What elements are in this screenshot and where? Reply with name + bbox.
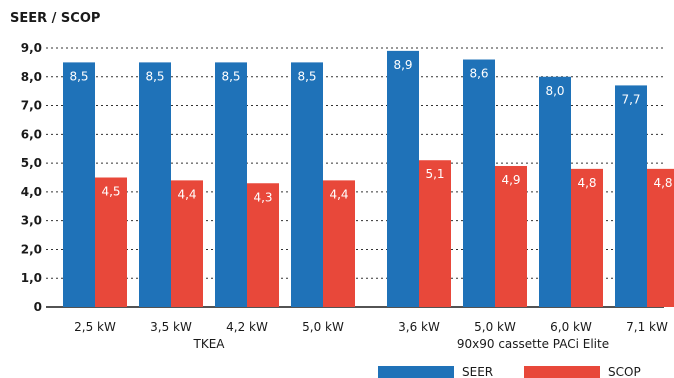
data-label: 4,4: [177, 187, 196, 201]
bar-scop: [571, 168, 603, 307]
x-tick-label: 3,5 kW: [150, 320, 192, 334]
x-tick-label: 5,0 kW: [474, 320, 516, 334]
data-label: 5,1: [425, 167, 444, 181]
y-axis-ticks: 0 1,0 2,0 3,0 4,0 5,0 6,0 7,0 8,0 9,0: [21, 41, 42, 314]
bar-seer: [63, 62, 95, 308]
x-tick-label: 3,6 kW: [398, 320, 440, 334]
legend-label-seer: SEER: [462, 365, 493, 378]
y-tick-label: 0: [34, 300, 42, 314]
bar-seer: [463, 59, 495, 308]
bar-scop: [95, 177, 127, 307]
x-axis-ticks: 2,5 kW 3,5 kW 4,2 kW 5,0 kW 3,6 kW 5,0 kW 6,0 …: [74, 320, 668, 334]
x-tick-label: 5,0 kW: [302, 320, 344, 334]
legend-swatch-scop: [524, 366, 600, 378]
bar-seer: [615, 85, 647, 308]
bar-scop: [171, 180, 203, 307]
bar-seer: [139, 62, 171, 308]
data-label: 8,5: [145, 69, 164, 83]
data-label: 8,5: [69, 69, 88, 83]
bar-seer: [387, 50, 419, 307]
y-tick-label: 7,0: [21, 99, 42, 113]
data-label: 4,4: [329, 187, 348, 201]
y-tick-label: 2,0: [21, 242, 42, 256]
y-tick-label: 4,0: [21, 185, 42, 199]
data-label: 8,9: [393, 58, 412, 72]
bar-scop: [419, 160, 451, 307]
bar-scop: [495, 165, 527, 307]
data-label: 8,5: [297, 69, 316, 83]
legend: SEER SCOP: [378, 365, 641, 378]
legend-swatch-seer: [378, 366, 454, 378]
bar-seer: [291, 62, 323, 308]
bar-seer: [215, 62, 247, 308]
bar-scop: [247, 183, 279, 307]
x-tick-label: 7,1 kW: [626, 320, 668, 334]
data-label: 8,6: [469, 67, 488, 81]
y-tick-label: 9,0: [21, 41, 42, 55]
bar-scop: [323, 180, 355, 307]
y-tick-label: 3,0: [21, 214, 42, 228]
data-label: 8,5: [221, 69, 240, 83]
data-label: 4,8: [577, 176, 596, 190]
legend-label-scop: SCOP: [608, 365, 641, 378]
y-tick-label: 1,0: [21, 271, 42, 285]
data-label: 4,5: [101, 185, 120, 199]
y-axis-title: SEER / SCOP: [10, 11, 100, 26]
x-tick-label: 2,5 kW: [74, 320, 116, 334]
group-label: TKEA: [193, 337, 226, 351]
y-tick-label: 6,0: [21, 127, 42, 141]
data-label: 8,0: [545, 84, 564, 98]
data-label: 4,8: [653, 176, 672, 190]
x-tick-label: 6,0 kW: [550, 320, 592, 334]
data-label: 4,3: [253, 190, 272, 204]
data-label: 4,9: [501, 173, 520, 187]
group-labels: TKEA 90x90 cassette PACi Elite: [193, 337, 610, 351]
bar-seer: [539, 76, 571, 308]
bar-scop: [647, 168, 674, 307]
y-tick-label: 5,0: [21, 156, 42, 170]
x-tick-label: 4,2 kW: [226, 320, 268, 334]
group-label: 90x90 cassette PACi Elite: [457, 337, 609, 351]
y-tick-label: 8,0: [21, 70, 42, 84]
data-label: 7,7: [621, 92, 640, 106]
bars: 8,5 8,5 8,5 8,5 8,9 8,6 8,0 7,7 4,5 4,4 4,3 4,4 5,1 4…: [63, 50, 674, 308]
